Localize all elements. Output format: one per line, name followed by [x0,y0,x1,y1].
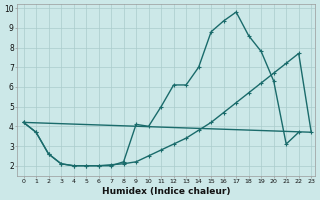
X-axis label: Humidex (Indice chaleur): Humidex (Indice chaleur) [102,187,230,196]
